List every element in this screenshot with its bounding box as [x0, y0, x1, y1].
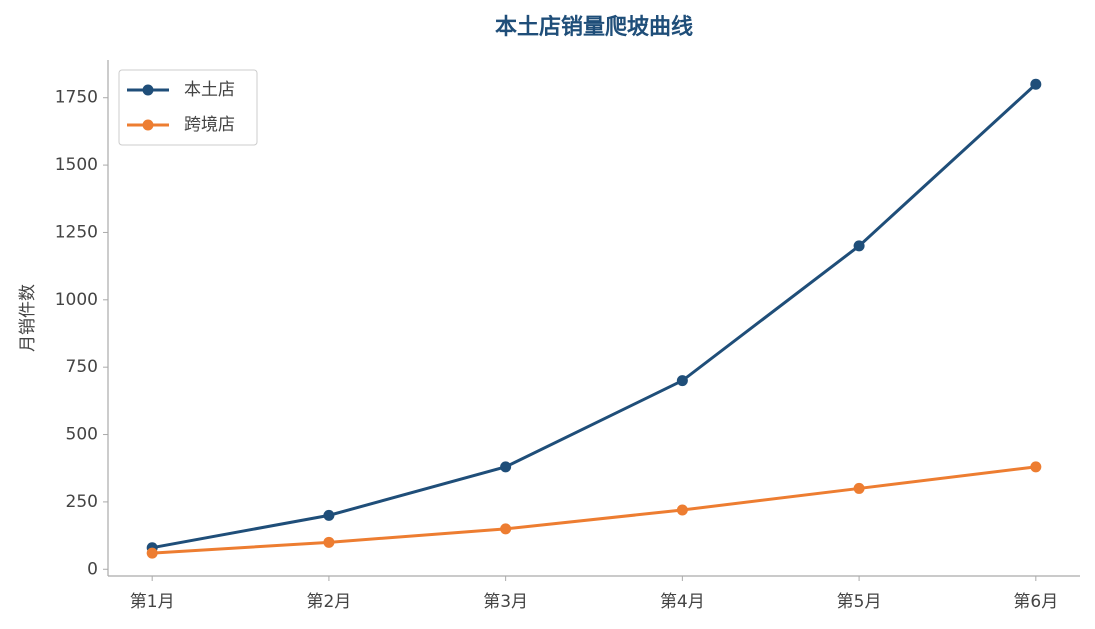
data-point: [146, 547, 158, 559]
x-tick-label: 第5月: [837, 592, 882, 612]
y-tick-label: 250: [66, 492, 98, 512]
data-point: [676, 375, 688, 387]
data-point: [676, 504, 688, 516]
y-axis-label: 月销件数: [18, 284, 38, 352]
y-tick-label: 750: [66, 357, 98, 377]
chart-title: 本土店销量爬坡曲线: [495, 14, 693, 40]
x-tick-label: 第2月: [306, 592, 351, 612]
legend-marker: [142, 119, 154, 131]
x-tick-label: 第1月: [130, 592, 175, 612]
data-point: [853, 482, 865, 494]
data-point: [1030, 461, 1042, 473]
x-tick-label: 第4月: [660, 592, 705, 612]
legend-label: 本土店: [184, 80, 235, 100]
data-point: [500, 461, 512, 473]
data-point: [853, 240, 865, 252]
x-tick-label: 第6月: [1013, 592, 1058, 612]
data-point: [323, 509, 335, 521]
x-tick-label: 第3月: [483, 592, 528, 612]
y-tick-label: 0: [87, 559, 98, 579]
series-line: [151, 83, 1037, 550]
data-point: [1030, 78, 1042, 90]
legend-label: 跨境店: [184, 115, 235, 135]
y-tick-label: 1500: [55, 155, 98, 175]
series-line: [152, 465, 1036, 555]
data-point: [323, 536, 335, 548]
y-tick-label: 1750: [55, 88, 98, 108]
legend-marker: [142, 84, 154, 96]
y-tick-label: 1250: [55, 222, 98, 242]
y-tick-label: 500: [66, 425, 98, 445]
data-point: [500, 523, 512, 535]
y-tick-label: 1000: [55, 290, 98, 310]
